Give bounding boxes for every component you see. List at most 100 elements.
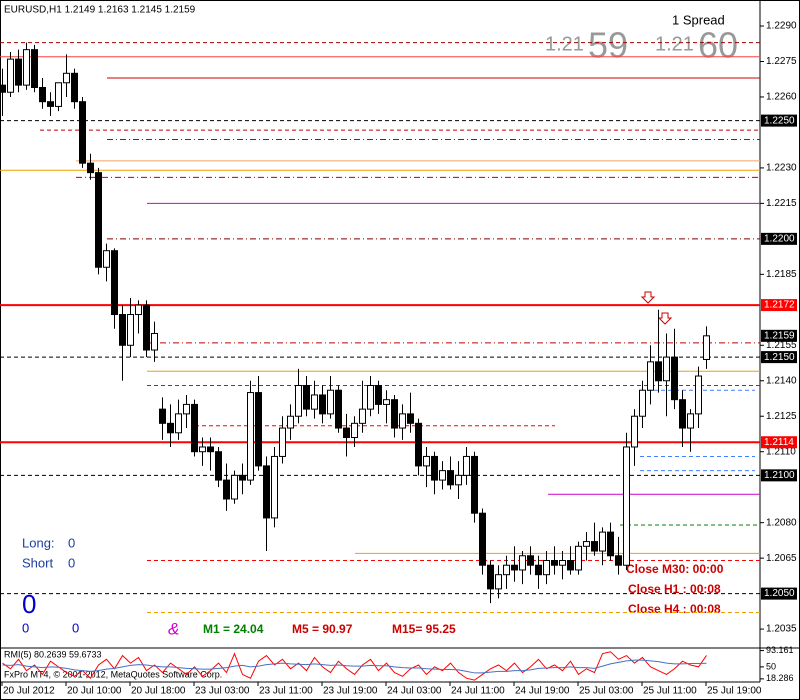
candle-body [455, 474, 462, 486]
candle-body [247, 392, 254, 481]
candle-body [319, 394, 326, 415]
candle-body [231, 474, 238, 500]
candle-body [623, 446, 630, 566]
price-marker [761, 436, 797, 449]
candle-body [103, 250, 110, 268]
candle-body [95, 172, 102, 268]
candle-body [615, 555, 622, 566]
price-marker-label: 1.2100 [764, 470, 795, 481]
close-timer: Close M30: 00:00 [626, 562, 724, 576]
rmi-tick-label: 93.161 [766, 645, 794, 655]
candle-body [599, 531, 606, 552]
candle-body [311, 394, 318, 410]
long-label: Long: [22, 535, 55, 550]
candle-body [7, 58, 14, 93]
candle-body [575, 545, 582, 571]
close-timer: Close H4 : 00:08 [628, 602, 721, 616]
candle-body [679, 399, 686, 429]
x-tick-label: 23 Jul 19:00 [323, 686, 378, 697]
price-marker [761, 232, 797, 245]
candle-body [191, 403, 198, 453]
price-marker [761, 587, 797, 600]
candle-body [183, 403, 190, 415]
candle-body [671, 356, 678, 401]
price-marker-label: 1.2172 [764, 300, 795, 311]
y-tick-label: 1.2155 [766, 340, 797, 351]
candle-body [487, 564, 494, 590]
price-marker-label: 1.2250 [764, 115, 795, 126]
signal-arrow [657, 312, 673, 325]
candle-body [255, 392, 262, 467]
x-tick-label: 20 Jul 2012 [3, 686, 55, 697]
candle-body [151, 332, 158, 351]
signal-arrow [640, 291, 656, 304]
symbol-header: EURUSD,H1 1.2149 1.2163 1.2145 1.2159 [4, 5, 196, 16]
candle-body [391, 399, 398, 429]
price-marker [761, 114, 797, 127]
balance: 0 [22, 589, 36, 619]
candle-body [663, 356, 670, 382]
price-marker [761, 351, 797, 364]
candle-body [23, 49, 30, 86]
candle-body [63, 72, 70, 84]
candle-body [295, 384, 302, 417]
candle-body [271, 455, 278, 519]
candle-body [543, 559, 550, 576]
candle-body [687, 413, 694, 429]
short-label: Short [22, 555, 53, 570]
ask-prefix: 1.21 [655, 33, 694, 55]
candle-body [223, 479, 230, 500]
candle-body [55, 82, 62, 107]
long-value: 0 [68, 535, 75, 550]
spread: 1 Spread [672, 12, 725, 27]
candle-body [0, 84, 6, 93]
price-marker [761, 329, 797, 342]
momentum-m5: M5 = 90.97 [292, 622, 353, 636]
rmi-tick-label: 18.286 [766, 673, 794, 683]
symbol-glyph: & [168, 619, 179, 638]
candle-body [383, 399, 390, 405]
candle-body [31, 49, 38, 89]
price-marker-label: 1.2200 [764, 234, 795, 245]
candle-body [439, 470, 446, 481]
candle-body [567, 559, 574, 571]
price-marker [761, 469, 797, 482]
candle-body [415, 422, 422, 467]
counter: 0 [72, 620, 79, 635]
y-tick-label: 1.2230 [766, 163, 797, 174]
copyright: FxPro MT4, © 2001-2012, MetaQuotes Softw… [4, 669, 222, 679]
candle-body [135, 304, 142, 316]
candle-body [79, 101, 86, 164]
rmi-tick-label: 50 [766, 661, 776, 671]
candle-body [591, 541, 598, 552]
candle-body [399, 413, 406, 429]
y-tick-label: 1.2290 [766, 21, 797, 32]
bid-pips: 59 [588, 25, 628, 66]
candle-body [527, 555, 534, 566]
momentum-m15: M15= 95.25 [392, 622, 456, 636]
y-tick-label: 1.2260 [766, 92, 797, 103]
candle-body [535, 564, 542, 576]
rmi-line [2, 659, 707, 674]
price-marker-label: 1.2159 [764, 330, 795, 341]
y-tick-label: 1.2140 [766, 375, 797, 386]
price-marker-label: 1.2050 [764, 588, 795, 599]
rmi-line [2, 651, 707, 681]
candle-body [143, 304, 150, 351]
y-tick-label: 1.2065 [766, 553, 797, 564]
candle-body [655, 361, 662, 382]
x-tick-label: 25 Jul 03:00 [579, 686, 634, 697]
candle-body [119, 314, 126, 346]
y-tick-label: 1.2080 [766, 517, 797, 528]
x-tick-label: 20 Jul 10:00 [67, 686, 122, 697]
candle-body [39, 87, 46, 103]
candle-body [343, 427, 350, 439]
counter: 0 [22, 620, 29, 635]
x-tick-label: 25 Jul 11:00 [643, 686, 697, 697]
candle-body [511, 564, 518, 571]
y-tick-label: 1.2275 [766, 56, 797, 67]
candle-body [631, 415, 638, 448]
candle-body [111, 250, 118, 316]
